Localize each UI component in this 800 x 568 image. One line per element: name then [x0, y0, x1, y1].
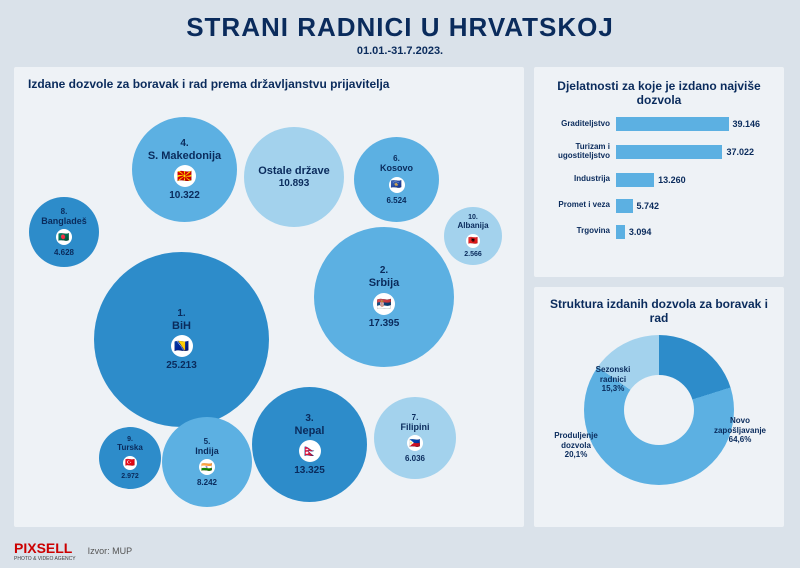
- donut-label-new: Novo zapošljavanje64,6%: [708, 416, 772, 445]
- bar-row: Trgovina3.094: [548, 225, 770, 239]
- header: STRANI RADNICI U HRVATSKOJ 01.01.-31.7.2…: [0, 0, 800, 61]
- bar-row: Graditeljstvo39.146: [548, 117, 770, 131]
- donut-panel: Struktura izdanih dozvola za boravak i r…: [534, 287, 784, 527]
- donut-chart: Sezonski radnici15,3% Produljenje dozvol…: [548, 335, 770, 485]
- footer: PIXSELL PHOTO & VIDEO AGENCY Izvor: MUP: [14, 540, 132, 562]
- bubble-filipini: 7.Filipini🇵🇭6.036: [374, 397, 456, 479]
- bubble-turska: 9.Turska🇹🇷2.972: [99, 427, 161, 489]
- bubble-kosovo: 6.Kosovo🇽🇰6.524: [354, 137, 439, 222]
- source-text: Izvor: MUP: [88, 546, 133, 556]
- bubble-bih: 1.BiH🇧🇦25.213: [94, 252, 269, 427]
- logo-text: PIXSELL: [14, 540, 72, 556]
- bubble-albanija: 10.Albanija🇦🇱2.566: [444, 207, 502, 265]
- donut-panel-title: Struktura izdanih dozvola za boravak i r…: [548, 297, 770, 325]
- bar-row: Industrija13.260: [548, 173, 770, 187]
- bubble-panel-title: Izdane dozvole za boravak i rad prema dr…: [28, 77, 510, 91]
- bubble-srbija: 2.Srbija🇷🇸17.395: [314, 227, 454, 367]
- logo-subtext: PHOTO & VIDEO AGENCY: [14, 556, 76, 562]
- bubble-ostaledrave: Ostale države10.893: [244, 127, 344, 227]
- main-content: Izdane dozvole za boravak i rad prema dr…: [0, 61, 800, 527]
- bubble-banglade: 8.Bangladeš🇧🇩4.628: [29, 197, 99, 267]
- page-title: STRANI RADNICI U HRVATSKOJ: [0, 12, 800, 43]
- donut-label-extension: Produljenje dozvola20,1%: [546, 431, 606, 460]
- bubble-smakedonija: 4.S. Makedonija🇲🇰10.322: [132, 117, 237, 222]
- bar-row: Promet i veza5.742: [548, 199, 770, 213]
- bar-panel-title: Djelatnosti za koje je izdano najviše do…: [548, 79, 770, 107]
- bar-panel: Djelatnosti za koje je izdano najviše do…: [534, 67, 784, 277]
- bubble-chart: 1.BiH🇧🇦25.213 2.Srbija🇷🇸17.395 3.Nepal🇳🇵13…: [24, 107, 514, 517]
- bar-chart: Graditeljstvo39.146 Turizam i ugostiteljs…: [548, 117, 770, 239]
- donut-label-seasonal: Sezonski radnici15,3%: [583, 365, 643, 394]
- bubble-indija: 5.Indija🇮🇳8.242: [162, 417, 252, 507]
- bubble-panel: Izdane dozvole za boravak i rad prema dr…: [14, 67, 524, 527]
- page-subtitle: 01.01.-31.7.2023.: [0, 45, 800, 57]
- logo: PIXSELL PHOTO & VIDEO AGENCY: [14, 540, 76, 562]
- bar-row: Turizam i ugostiteljstvo37.022: [548, 143, 770, 161]
- bubble-nepal: 3.Nepal🇳🇵13.325: [252, 387, 367, 502]
